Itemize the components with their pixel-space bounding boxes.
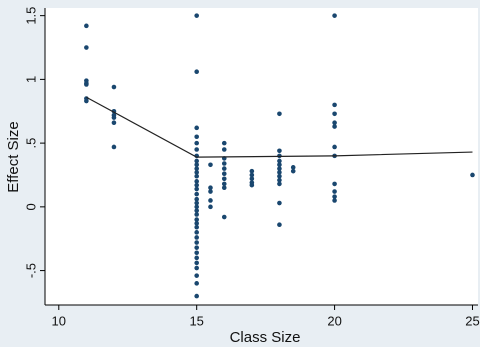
point: [194, 281, 199, 286]
y-tick-label: 1: [23, 76, 38, 83]
point: [194, 147, 199, 152]
point: [194, 186, 199, 192]
point: [290, 165, 296, 170]
point: [194, 260, 199, 266]
point: [277, 162, 282, 168]
point: [221, 171, 227, 177]
y-tick-label: 1.5: [23, 7, 38, 25]
point: [84, 45, 89, 50]
point: [470, 172, 475, 178]
point: [277, 200, 282, 206]
point: [332, 13, 337, 18]
y-tick-label: -.5: [23, 263, 38, 278]
point: [111, 144, 117, 150]
point: [249, 168, 255, 174]
point: [111, 84, 117, 90]
point: [194, 166, 199, 171]
point: [194, 182, 199, 188]
y-tick-label: 0: [23, 203, 38, 210]
point: [221, 214, 227, 220]
point: [194, 245, 199, 250]
y-tick-label: .5: [23, 138, 38, 149]
x-axis-title: Class Size: [230, 329, 301, 346]
y-axis-title: Effect Size: [5, 121, 22, 192]
point: [221, 147, 227, 152]
point: [249, 182, 255, 188]
point: [194, 13, 199, 18]
point: [332, 144, 337, 150]
point: [194, 235, 199, 240]
point: [194, 255, 199, 261]
point: [249, 176, 255, 182]
point: [194, 293, 199, 299]
point: [84, 23, 89, 29]
point: [277, 177, 282, 183]
point: [221, 166, 227, 171]
point: [194, 158, 199, 164]
point: [277, 173, 282, 179]
point: [194, 204, 199, 210]
point: [277, 170, 282, 175]
point: [194, 250, 199, 256]
point: [332, 181, 337, 187]
point: [221, 140, 227, 146]
point: [277, 111, 282, 117]
point: [194, 212, 199, 217]
point: [277, 166, 282, 171]
point: [194, 230, 199, 235]
point: [208, 204, 213, 210]
x-tick-label: 15: [189, 313, 203, 328]
point: [332, 189, 337, 194]
point: [221, 161, 227, 166]
point: [332, 111, 337, 117]
point: [194, 273, 199, 278]
point: [332, 120, 337, 126]
point: [194, 125, 199, 131]
point: [194, 134, 199, 140]
point: [84, 98, 89, 104]
point: [221, 185, 227, 191]
point: [194, 224, 199, 230]
point: [194, 140, 199, 146]
point: [194, 179, 199, 184]
fit-line: [86, 96, 473, 158]
point: [194, 208, 199, 213]
point: [194, 265, 199, 271]
point: [111, 115, 117, 120]
point: [221, 176, 227, 182]
point: [277, 222, 282, 227]
x-tick-label: 25: [465, 313, 479, 328]
point: [194, 200, 199, 206]
point: [208, 189, 213, 194]
point: [249, 172, 255, 178]
point: [194, 196, 199, 202]
point: [277, 158, 282, 164]
point: [332, 124, 337, 129]
point: [84, 82, 89, 87]
point: [194, 69, 199, 75]
point: [277, 181, 282, 187]
point: [221, 181, 227, 187]
point: [194, 173, 199, 179]
point: [194, 217, 199, 222]
point: [208, 185, 213, 191]
point: [194, 170, 199, 175]
x-tick-label: 10: [52, 313, 66, 328]
point: [111, 120, 117, 126]
point: [332, 194, 337, 199]
point: [194, 221, 199, 226]
x-tick-label: 20: [327, 313, 341, 328]
point: [194, 191, 199, 197]
point: [290, 168, 296, 174]
point: [277, 148, 282, 154]
point: [194, 240, 199, 245]
point: [208, 198, 213, 203]
point: [208, 162, 213, 168]
point: [332, 102, 337, 108]
point: [194, 162, 199, 168]
point: [332, 198, 337, 203]
